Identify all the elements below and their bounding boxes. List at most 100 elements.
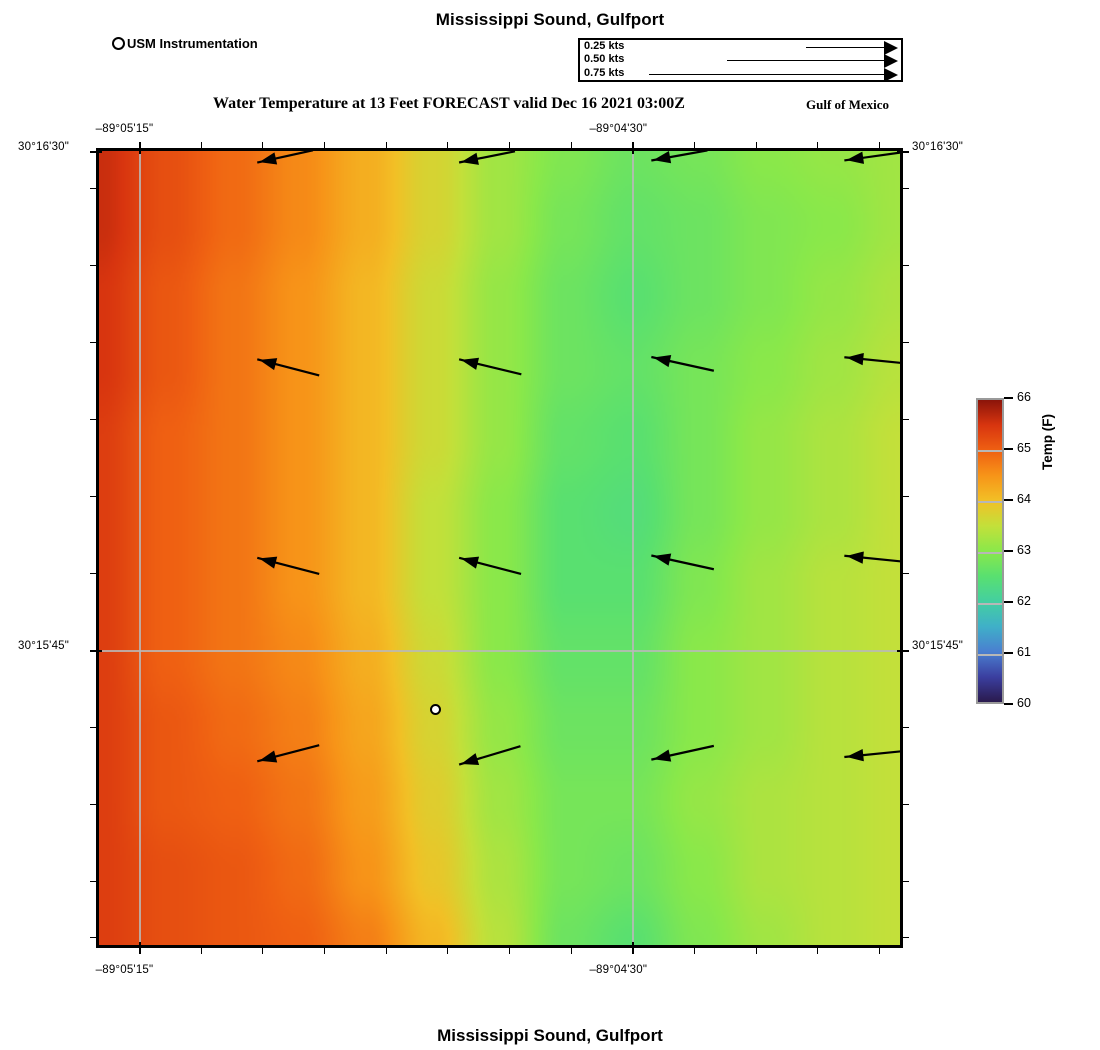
axis-tick	[200, 142, 202, 151]
axis-tick	[385, 142, 387, 151]
axis-tick	[138, 142, 141, 154]
axis-tick	[200, 945, 202, 954]
velocity-scale-row: 0.75 kts	[580, 66, 901, 82]
colorbar-tick	[1004, 652, 1013, 654]
axis-tick	[897, 151, 909, 153]
colorbar-tick-label: 66	[1017, 390, 1031, 404]
usm-instrumentation-legend: USM Instrumentation	[112, 36, 258, 51]
axis-tick	[900, 264, 909, 266]
velocity-scale-shaft	[727, 60, 884, 62]
velocity-scale-legend: 0.25 kts 0.50 kts 0.75 kts	[578, 38, 903, 82]
colorbar-divider	[978, 654, 1002, 656]
colorbar-tick	[1004, 499, 1013, 501]
velocity-scale-arrowhead	[884, 67, 898, 82]
axis-tick	[90, 418, 99, 420]
colorbar-tick	[1004, 397, 1013, 399]
axis-label-latitude-left: 30°16'30"	[18, 141, 70, 153]
velocity-scale-label: 0.50 kts	[584, 53, 627, 67]
axis-tick	[90, 803, 99, 805]
axis-label-longitude-bottom: –89°04'30"	[589, 964, 648, 976]
axis-tick	[900, 495, 909, 497]
colorbar-tick-label: 62	[1017, 594, 1031, 608]
axis-tick	[570, 945, 572, 954]
axis-tick	[509, 945, 511, 954]
colorbar-tick	[1004, 703, 1013, 705]
axis-tick	[90, 151, 102, 153]
axis-tick	[900, 726, 909, 728]
colorbar-title: Temp (F)	[1040, 414, 1055, 470]
axis-tick	[90, 495, 99, 497]
velocity-scale-row: 0.50 kts	[580, 53, 901, 69]
axis-tick	[385, 945, 387, 954]
axis-tick	[694, 142, 696, 151]
axis-label-latitude-right: 30°15'45"	[912, 639, 964, 652]
velocity-scale-row: 0.25 kts	[580, 40, 901, 55]
axis-tick	[509, 142, 511, 151]
colorbar-tick-label: 61	[1017, 645, 1031, 659]
axis-tick	[90, 880, 99, 882]
footer-title: Mississippi Sound, Gulfport	[437, 1026, 663, 1045]
colorbar-gradient	[976, 398, 1004, 704]
axis-tick	[138, 942, 141, 954]
axis-tick	[324, 142, 326, 151]
axis-label-longitude-top: –89°04'30"	[589, 123, 648, 135]
velocity-scale-shaft	[649, 73, 884, 75]
axis-tick	[90, 572, 99, 574]
colorbar-tick	[1004, 550, 1013, 552]
region-label: Gulf of Mexico	[806, 97, 890, 112]
axis-tick	[632, 142, 635, 154]
page-title: Mississippi Sound, Gulfport	[435, 10, 665, 29]
axis-tick	[879, 945, 881, 954]
usm-instrumentation-label: USM Instrumentation	[127, 36, 258, 51]
axis-tick	[817, 142, 819, 151]
usm-station-marker[interactable]	[430, 703, 442, 715]
map-gridline-vertical	[632, 151, 635, 945]
axis-tick	[897, 649, 909, 652]
colorbar-divider	[978, 450, 1002, 452]
colorbar-tick-label: 64	[1017, 492, 1031, 506]
axis-tick	[262, 142, 264, 151]
colorbar-tick-label: 63	[1017, 543, 1031, 557]
axis-tick	[570, 142, 572, 151]
axis-tick	[90, 341, 99, 343]
axis-tick	[900, 803, 909, 805]
axis-tick	[694, 945, 696, 954]
axis-tick	[447, 142, 449, 151]
colorbar: 60 61 62 63 64 65 66	[976, 390, 1031, 710]
axis-tick	[817, 945, 819, 954]
axis-tick	[90, 937, 99, 939]
colorbar-tick	[1004, 601, 1013, 603]
axis-tick	[900, 418, 909, 420]
colorbar-tick-label: 60	[1017, 696, 1031, 710]
axis-tick	[900, 937, 909, 939]
colorbar-divider	[978, 501, 1002, 503]
axis-label-longitude-top: –89°05'15"	[95, 123, 154, 135]
temperature-heatmap-field	[99, 151, 900, 945]
axis-tick	[900, 341, 909, 343]
axis-tick	[755, 142, 757, 151]
axis-tick	[90, 726, 99, 728]
axis-tick	[447, 945, 449, 954]
map-gridline-vertical	[138, 151, 141, 945]
axis-tick	[900, 880, 909, 882]
colorbar-divider	[978, 552, 1002, 554]
plot-subtitle: Water Temperature at 13 Feet FORECAST va…	[213, 95, 685, 112]
axis-tick	[90, 187, 99, 189]
axis-tick	[879, 142, 881, 151]
velocity-scale-shaft	[805, 47, 884, 48]
axis-tick	[632, 942, 635, 954]
circle-marker-icon	[112, 37, 125, 50]
velocity-scale-arrowhead	[884, 41, 898, 55]
velocity-scale-label: 0.75 kts	[584, 66, 627, 80]
axis-label-longitude-bottom: –89°05'15"	[95, 964, 154, 976]
axis-label-latitude-left: 30°15'45"	[18, 639, 70, 652]
colorbar-divider	[978, 603, 1002, 605]
colorbar-tick	[1004, 448, 1013, 450]
axis-tick	[90, 264, 99, 266]
map-plot-area[interactable]	[90, 142, 909, 954]
axis-tick	[900, 572, 909, 574]
velocity-scale-arrowhead	[884, 54, 898, 69]
axis-label-latitude-right: 30°16'30"	[912, 141, 964, 153]
velocity-scale-label: 0.25 kts	[584, 40, 627, 53]
axis-tick	[900, 187, 909, 189]
